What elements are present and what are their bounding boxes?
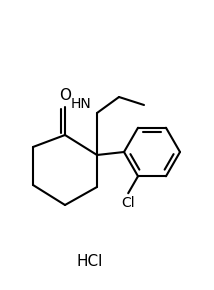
Text: HCl: HCl [77, 255, 103, 269]
Text: Cl: Cl [121, 196, 135, 210]
Text: O: O [59, 88, 71, 103]
Text: HN: HN [70, 97, 91, 111]
